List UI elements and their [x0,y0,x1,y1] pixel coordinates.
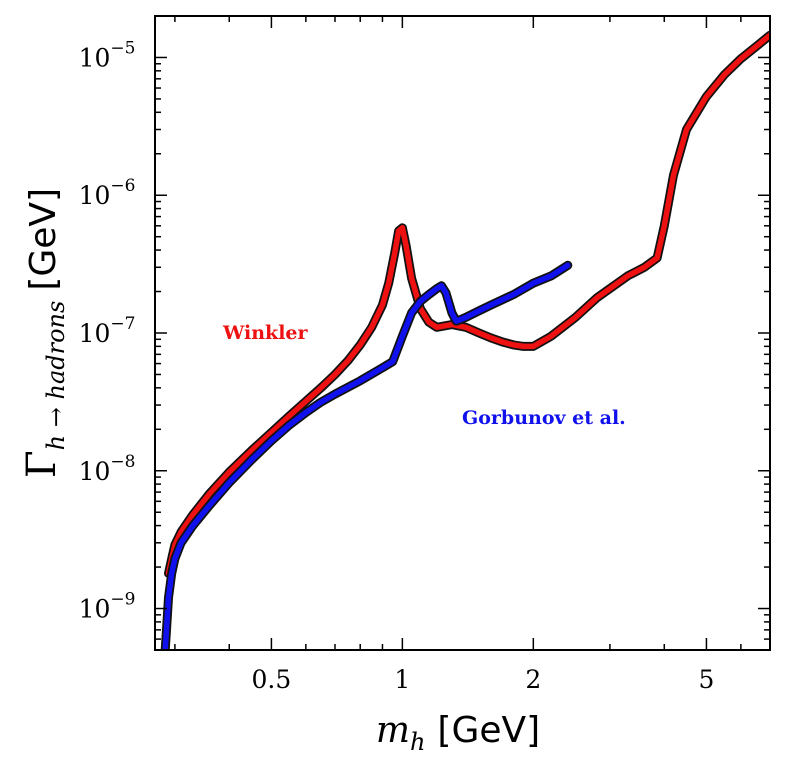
y-tick-label: 10−6 [79,176,136,210]
y-axis-subscript: h → hadrons [42,301,70,451]
series-gorbunov-et-al-line [162,262,571,650]
y-tick-label: 10−7 [79,314,136,348]
x-axis-unit: [GeV] [437,710,540,751]
ticks-layer: 10−9 10−8 10−7 10−6 10−5 0.5 1 2 5 [79,15,771,694]
x-axis-symbol: m [376,710,410,751]
series-layer [160,30,770,650]
annotation-gorbunov: Gorbunov et al. [462,407,626,429]
plot-frame [154,15,771,651]
y-axis-symbol: Γ [19,450,65,478]
x-tick-label: 2 [525,665,541,694]
x-axis-title: mh [GeV] [376,710,540,756]
series-winkler-outline [164,30,770,578]
y-axis-title: Γh → hadrons [GeV] [19,188,70,478]
x-axis-subscript: h [410,728,425,756]
y-tick-label: 10−8 [79,452,136,486]
x-tick-label: 0.5 [252,665,292,694]
y-tick-label: 10−5 [79,38,136,72]
series-winkler [164,30,770,578]
x-tick-label: 1 [394,665,410,694]
x-tick-label: 5 [698,665,714,694]
series-gorbunov-et-al [160,260,573,650]
series-winkler-line [165,32,770,577]
y-tick-label: 10−9 [79,590,136,624]
y-axis-unit: [GeV] [23,188,64,291]
annotation-winkler: Winkler [222,322,309,344]
